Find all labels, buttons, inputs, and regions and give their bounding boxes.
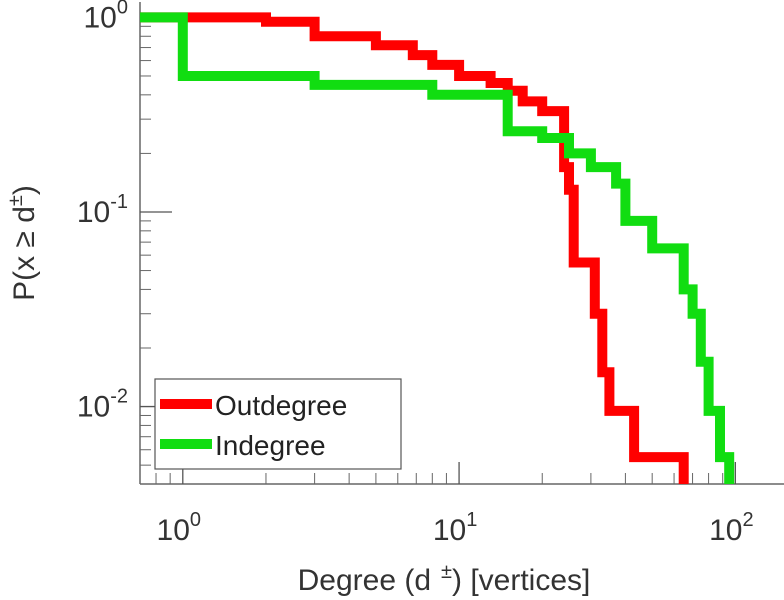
y-tick-label-exponent: 0 (117, 0, 128, 18)
series-line-outdegree (140, 12, 689, 484)
x-tick-label: 101 (433, 509, 478, 547)
x-axis-label-suffix: ) [vertices] (452, 564, 590, 597)
legend-box (154, 378, 402, 470)
y-axis-label-main: P(x ≥ d (8, 206, 41, 301)
y-tick-label-base: 10 (84, 1, 117, 34)
y-axis-label-suffix: ) (8, 185, 41, 195)
y-axis-label-superscript: ± (5, 195, 27, 206)
y-tick-label-base: 10 (77, 196, 110, 229)
x-axis-label-superscript: ± (441, 561, 452, 583)
series-group (140, 12, 735, 484)
y-tick-label-exponent: -2 (110, 386, 128, 408)
x-tick-label-base: 10 (433, 514, 466, 547)
x-tick-label-base: 10 (157, 514, 190, 547)
x-axis-label: Degree (d ±) [vertices] (298, 561, 591, 597)
y-axis-label: P(x ≥ d±) (5, 185, 41, 301)
x-tick-label: 100 (157, 509, 202, 547)
y-tick-label-exponent: -1 (110, 191, 128, 213)
y-tick-label: 100 (84, 0, 129, 34)
legend-label-indegree: Indegree (215, 430, 326, 461)
y-tick-label: 10-2 (77, 386, 128, 424)
y-tick-label: 10-1 (77, 191, 128, 229)
x-tick-label-base: 10 (709, 514, 742, 547)
legend-label-outdegree: Outdegree (215, 390, 347, 421)
x-tick-label-exponent: 2 (742, 509, 753, 531)
y-tick-label-base: 10 (77, 391, 110, 424)
minor-ticks (139, 25, 724, 484)
x-tick-label: 102 (709, 509, 754, 547)
x-axis-label-main: Degree (d (298, 564, 431, 597)
x-tick-label-exponent: 0 (190, 509, 201, 531)
series-line-indegree (140, 12, 735, 484)
x-tick-label-exponent: 1 (466, 509, 477, 531)
legend: Outdegree Indegree (154, 378, 402, 470)
